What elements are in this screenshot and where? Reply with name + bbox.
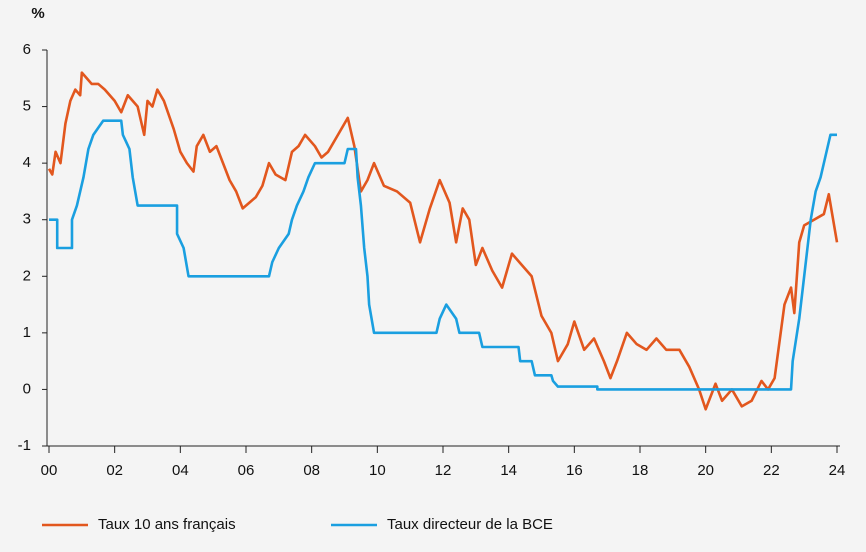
y-tick-label: 2: [23, 267, 31, 284]
x-tick-label: 20: [697, 462, 714, 479]
x-tick-label: 14: [500, 462, 517, 479]
y-tick-label: 0: [23, 380, 31, 397]
x-tick-label: 12: [435, 462, 452, 479]
y-tick-label: 4: [23, 154, 31, 171]
y-axis-label: %: [31, 5, 44, 22]
y-tick-label: -1: [18, 437, 31, 454]
x-tick-label: 04: [172, 462, 189, 479]
x-tick-label: 08: [303, 462, 320, 479]
x-tick-label: 10: [369, 462, 386, 479]
x-tick-label: 22: [763, 462, 780, 479]
x-tick-label: 06: [238, 462, 255, 479]
y-tick-label: 3: [23, 211, 31, 228]
y-tick-label: 1: [23, 324, 31, 341]
x-tick-label: 02: [106, 462, 123, 479]
legend-label: Taux directeur de la BCE: [387, 516, 553, 533]
y-tick-label: 6: [23, 41, 31, 58]
x-tick-label: 18: [632, 462, 649, 479]
x-tick-label: 24: [829, 462, 846, 479]
series-line: [49, 119, 837, 391]
x-tick-label: 00: [41, 462, 58, 479]
series-line: [47, 71, 839, 411]
x-tick-label: 16: [566, 462, 583, 479]
legend-label: Taux 10 ans français: [98, 516, 236, 533]
y-tick-label: 5: [23, 98, 31, 115]
